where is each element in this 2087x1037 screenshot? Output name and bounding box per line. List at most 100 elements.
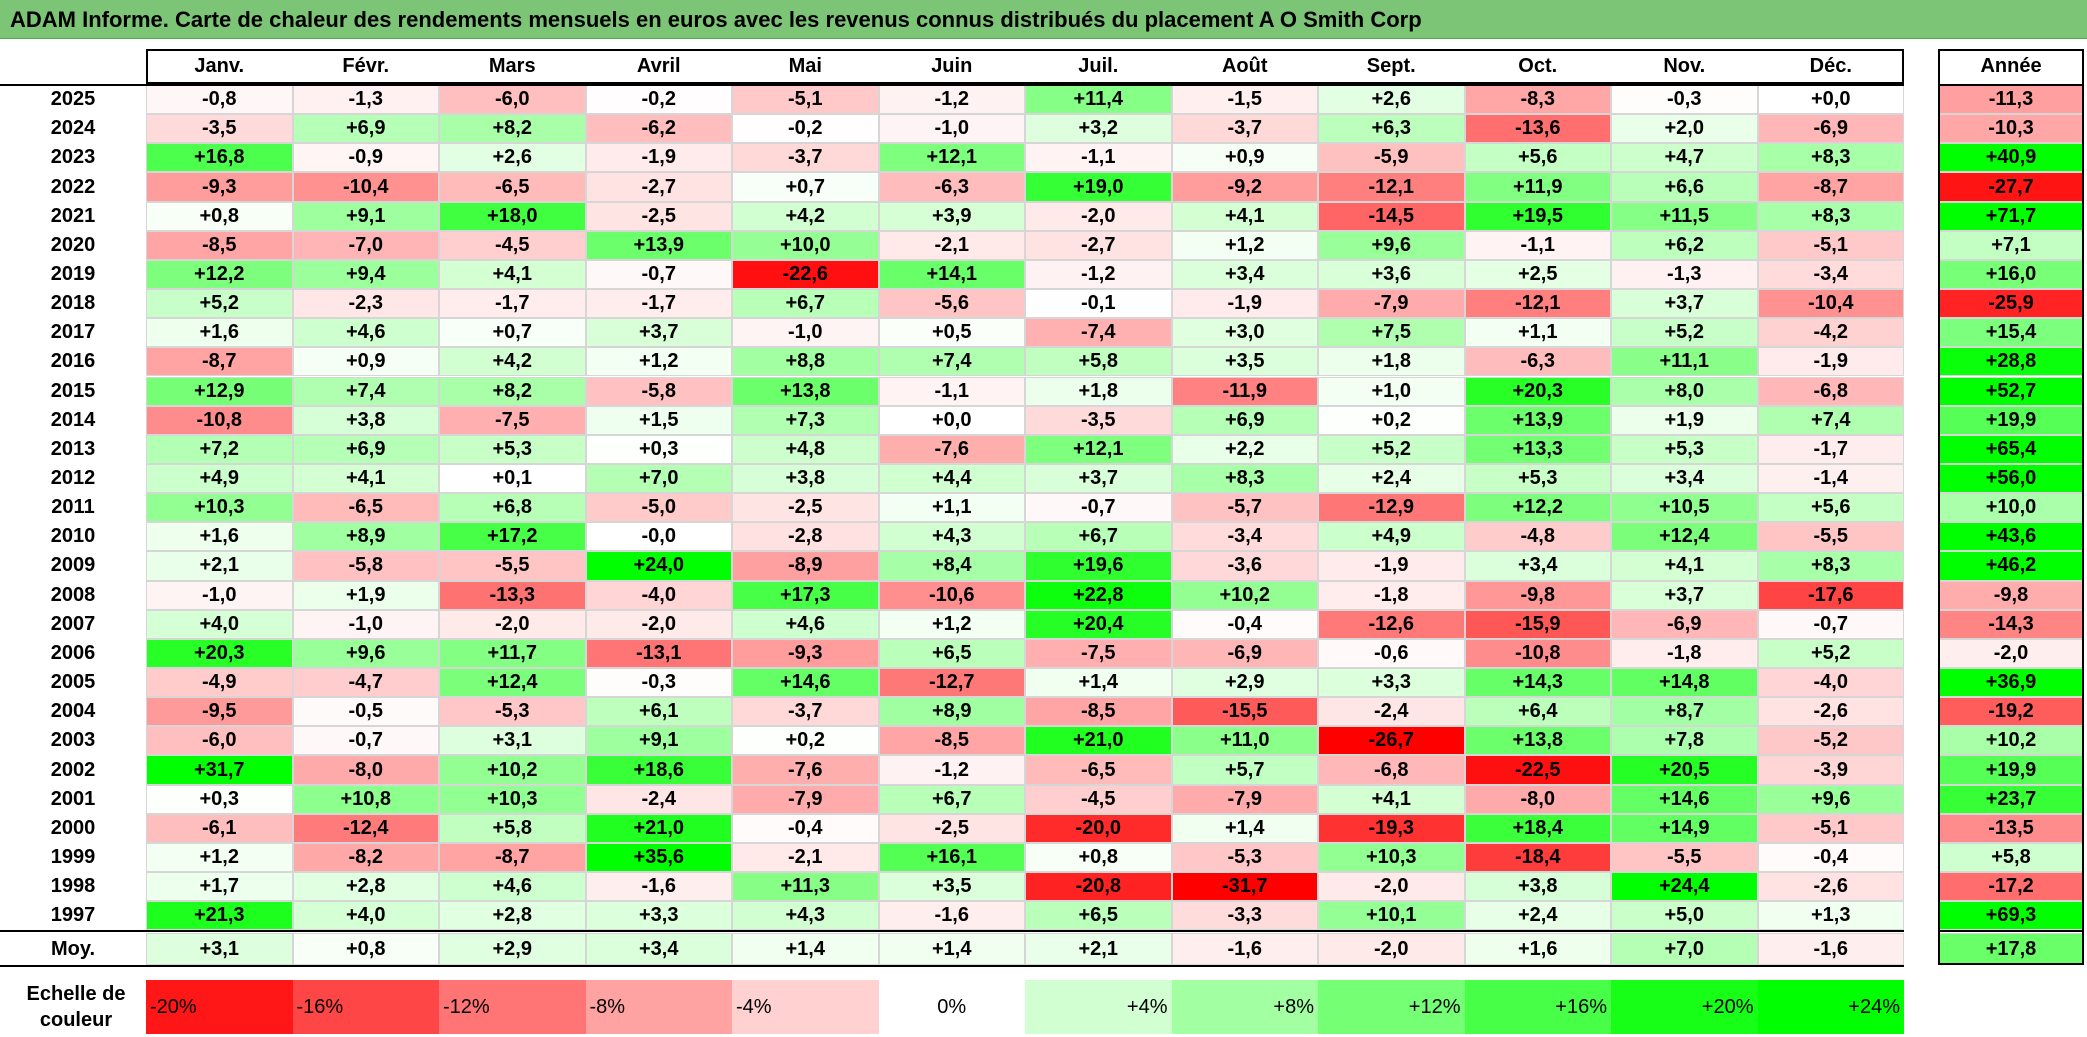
heatmap-cell: -6,9 bbox=[1611, 609, 1758, 639]
heatmap-cell: +2,2 bbox=[1171, 434, 1318, 464]
heatmap-cell: +4,6 bbox=[292, 318, 439, 348]
heatmap-cell: +12,1 bbox=[1025, 434, 1172, 464]
title-bar: ADAM Informe. Carte de chaleur des rende… bbox=[0, 0, 2087, 39]
heatmap-cell: +0,8 bbox=[1025, 842, 1172, 873]
heatmap-cell: +4,1 bbox=[1171, 201, 1318, 231]
heatmap-cell: -5,2 bbox=[1757, 726, 1904, 756]
average-row-label: Moy. bbox=[50, 937, 96, 960]
heatmap-cell: -6,8 bbox=[1318, 755, 1465, 785]
annual-cell: +69,3 bbox=[1938, 901, 2084, 931]
annual-cell: +15,4 bbox=[1938, 318, 2084, 348]
heatmap-cell: +2,8 bbox=[439, 901, 586, 931]
heatmap-cell: +6,7 bbox=[732, 289, 879, 319]
average-annual-cell: +17,8 bbox=[1938, 933, 2084, 966]
heatmap-cell: +19,0 bbox=[1025, 172, 1172, 202]
heatmap-cell: +9,1 bbox=[585, 726, 732, 756]
heatmap-cell: -20,0 bbox=[1025, 813, 1172, 843]
heatmap-cell: -8,7 bbox=[439, 842, 586, 873]
heatmap-cell: +10,2 bbox=[1171, 580, 1318, 610]
heatmap-cell: -4,9 bbox=[146, 668, 293, 698]
heatmap-cell: -6,5 bbox=[292, 493, 439, 523]
heatmap-cell: +13,9 bbox=[585, 230, 732, 260]
heatmap-cell: +4,7 bbox=[1611, 143, 1758, 173]
heatmap-cell: -6,9 bbox=[1171, 638, 1318, 668]
heatmap-cell: +4,8 bbox=[732, 434, 879, 464]
row-year-label: 2011 bbox=[51, 496, 95, 519]
heatmap-cell: +1,6 bbox=[146, 522, 293, 552]
heatmap-cell: -31,7 bbox=[1171, 872, 1318, 902]
row-year-label: 2001 bbox=[50, 787, 96, 810]
heatmap-cell: -8,3 bbox=[1464, 85, 1611, 115]
heatmap-cell: -8,9 bbox=[732, 551, 879, 581]
annual-cell: -14,3 bbox=[1938, 609, 2084, 639]
heatmap-cell: +5,8 bbox=[1025, 347, 1172, 377]
row-year-label: 2015 bbox=[50, 379, 96, 402]
heatmap-cell: +3,8 bbox=[292, 405, 439, 435]
column-header: Oct. bbox=[1518, 54, 1558, 77]
heatmap-cell: -1,2 bbox=[1025, 259, 1172, 290]
heatmap-cell: +11,3 bbox=[732, 872, 879, 902]
heatmap-cell: +4,3 bbox=[878, 522, 1025, 552]
heatmap-cell: -10,4 bbox=[1757, 289, 1904, 319]
heatmap-cell: -12,4 bbox=[292, 813, 439, 843]
heatmap-cell: -0,2 bbox=[732, 114, 879, 144]
heatmap-cell: +9,1 bbox=[292, 201, 439, 231]
heatmap-cell: +4,1 bbox=[1611, 551, 1758, 581]
heatmap-cell: +14,1 bbox=[878, 259, 1025, 290]
heatmap-cell: +7,3 bbox=[732, 405, 879, 435]
row-year-label: 2023 bbox=[50, 146, 96, 169]
heatmap-cell: +4,6 bbox=[439, 872, 586, 902]
heatmap-cell: +1,2 bbox=[878, 609, 1025, 639]
heatmap-cell: +22,8 bbox=[1025, 580, 1172, 610]
row-year-label: 2000 bbox=[50, 816, 96, 839]
heatmap-cell: -4,8 bbox=[1464, 522, 1611, 552]
heatmap-cell: +1,2 bbox=[146, 842, 293, 873]
heatmap-cell: +6,1 bbox=[585, 697, 732, 727]
color-scale-swatch: +24% bbox=[1757, 980, 1904, 1034]
heatmap-cell: +13,8 bbox=[732, 376, 879, 406]
heatmap-cell: +0,5 bbox=[878, 318, 1025, 348]
heatmap-cell: +2,4 bbox=[1318, 463, 1465, 494]
row-year-label: 1999 bbox=[50, 845, 96, 868]
heatmap-cell: -7,9 bbox=[1171, 784, 1318, 814]
annual-cell: +23,7 bbox=[1938, 784, 2084, 814]
heatmap-cell: +3,2 bbox=[1025, 114, 1172, 144]
heatmap-cell: -18,4 bbox=[1464, 842, 1611, 873]
heatmap-cell: -10,6 bbox=[878, 580, 1025, 610]
annual-cell: -9,8 bbox=[1938, 580, 2084, 610]
heatmap-cell: +5,2 bbox=[1318, 434, 1465, 464]
heatmap-cell: +8,2 bbox=[439, 114, 586, 144]
page-title: ADAM Informe. Carte de chaleur des rende… bbox=[10, 7, 1422, 32]
heatmap-cell: +3,8 bbox=[732, 463, 879, 494]
heatmap-cell: -2,0 bbox=[1318, 872, 1465, 902]
annual-cell: -2,0 bbox=[1938, 638, 2084, 668]
heatmap-cell: -26,7 bbox=[1318, 726, 1465, 756]
heatmap-cell: +0,2 bbox=[1318, 405, 1465, 435]
heatmap-cell: +11,7 bbox=[439, 638, 586, 668]
annual-cell: +16,0 bbox=[1938, 259, 2084, 290]
heatmap-cell: +5,3 bbox=[1611, 434, 1758, 464]
heatmap-cell: -1,8 bbox=[1318, 580, 1465, 610]
annual-cell: -19,2 bbox=[1938, 697, 2084, 727]
heatmap-cell: +0,9 bbox=[1171, 143, 1318, 173]
column-header: Févr. bbox=[342, 54, 390, 77]
annual-cell: +46,2 bbox=[1938, 551, 2084, 581]
heatmap-cell: -2,5 bbox=[732, 493, 879, 523]
average-cell: -1,6 bbox=[1757, 933, 1904, 966]
heatmap-cell: +1,8 bbox=[1318, 347, 1465, 377]
heatmap-cell: -14,5 bbox=[1318, 201, 1465, 231]
heatmap-cell: +10,3 bbox=[146, 493, 293, 523]
annual-cell: +10,0 bbox=[1938, 493, 2084, 523]
heatmap-cell: -5,8 bbox=[292, 551, 439, 581]
heatmap-cell: -4,2 bbox=[1757, 318, 1904, 348]
row-year-label: 2014 bbox=[50, 408, 96, 431]
heatmap-cell: +3,7 bbox=[585, 318, 732, 348]
heatmap-cell: -7,0 bbox=[292, 230, 439, 260]
heatmap-cell: -5,8 bbox=[585, 376, 732, 406]
heatmap-cell: -6,5 bbox=[1025, 755, 1172, 785]
heatmap-cell: +1,2 bbox=[1171, 230, 1318, 260]
heatmap-cell: -1,1 bbox=[1464, 230, 1611, 260]
heatmap-cell: +21,0 bbox=[585, 813, 732, 843]
heatmap-cell: -5,1 bbox=[1757, 813, 1904, 843]
heatmap-cell: +20,5 bbox=[1611, 755, 1758, 785]
